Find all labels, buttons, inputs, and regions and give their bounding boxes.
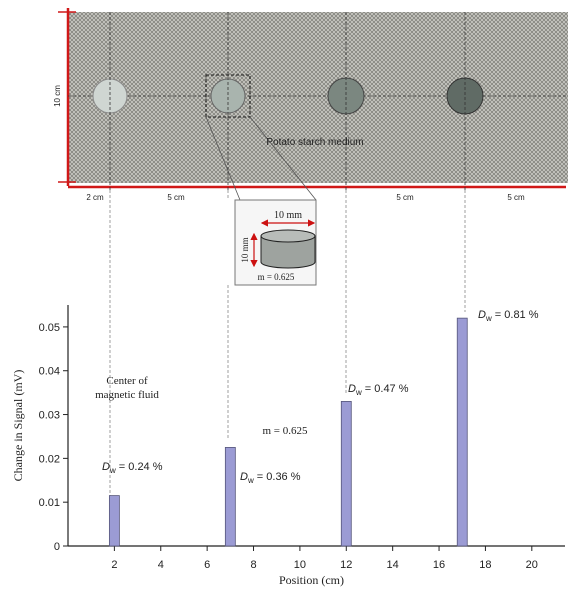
note-m-value: m = 0.625 bbox=[262, 425, 308, 437]
connector-lines bbox=[109, 190, 466, 505]
bar-chart: 0 0.01 0.02 0.03 0.04 0.05 2 4 6 8 10 12 14 16 18 20 Cha… bbox=[11, 305, 565, 587]
x-tick-label: 12 bbox=[340, 559, 352, 571]
cylinder-width-label: 10 mm bbox=[274, 210, 302, 221]
x-tick-label: 16 bbox=[433, 559, 445, 571]
height-label: 10 cm bbox=[53, 85, 62, 107]
bar-annotation-4: Dw = 0.81 % bbox=[478, 309, 539, 323]
y-axis-label: Change in Signal (mV) bbox=[11, 370, 25, 482]
x-tick-label: 20 bbox=[526, 559, 538, 571]
spacing-label-2: 5 cm bbox=[167, 193, 185, 202]
bar-3 bbox=[340, 400, 352, 547]
bar-annotation-1: Dw = 0.24 % bbox=[102, 461, 163, 475]
cylinder-m-label: m = 0.625 bbox=[258, 272, 295, 282]
y-tick-label: 0 bbox=[54, 541, 60, 553]
potato-starch-medium bbox=[68, 12, 568, 183]
x-tick-label: 6 bbox=[204, 559, 210, 571]
spacing-label-3: 5 cm bbox=[396, 193, 414, 202]
spacing-label-1: 2 cm bbox=[86, 193, 104, 202]
bar-annotation-2: Dw = 0.36 % bbox=[240, 471, 301, 485]
x-tick-label: 2 bbox=[111, 559, 117, 571]
bar-4 bbox=[456, 317, 468, 547]
x-tick-label: 10 bbox=[294, 559, 306, 571]
spacing-label-4: 5 cm bbox=[507, 193, 525, 202]
cylinder-inset: 10 mm 10 mm m = 0.625 bbox=[234, 199, 317, 286]
y-tick-label: 0.02 bbox=[39, 453, 60, 465]
bar-2 bbox=[224, 447, 236, 547]
x-axis-label: Position (cm) bbox=[279, 573, 344, 587]
x-tick-label: 14 bbox=[387, 559, 399, 571]
y-tick-label: 0.03 bbox=[39, 410, 60, 422]
zoom-box bbox=[205, 74, 251, 118]
bar-1 bbox=[108, 495, 120, 547]
y-tick-label: 0.04 bbox=[39, 366, 60, 378]
cylinder-top bbox=[260, 229, 316, 243]
y-tick-label: 0.05 bbox=[39, 322, 60, 334]
cylinder-height-label: 10 mm bbox=[240, 237, 250, 262]
x-tick-label: 4 bbox=[158, 559, 164, 571]
medium-label: Potato starch medium bbox=[266, 137, 363, 148]
x-tick-label: 8 bbox=[250, 559, 256, 571]
y-tick-label: 0.01 bbox=[39, 497, 60, 509]
bar-annotation-3: Dw = 0.47 % bbox=[348, 383, 409, 397]
note-center-magnetic-fluid: Center of magnetic fluid bbox=[95, 375, 159, 401]
x-tick-label: 18 bbox=[479, 559, 491, 571]
medium-figure: Potato starch medium 10 cm 2 cm 5 cm 5 c… bbox=[53, 8, 568, 202]
